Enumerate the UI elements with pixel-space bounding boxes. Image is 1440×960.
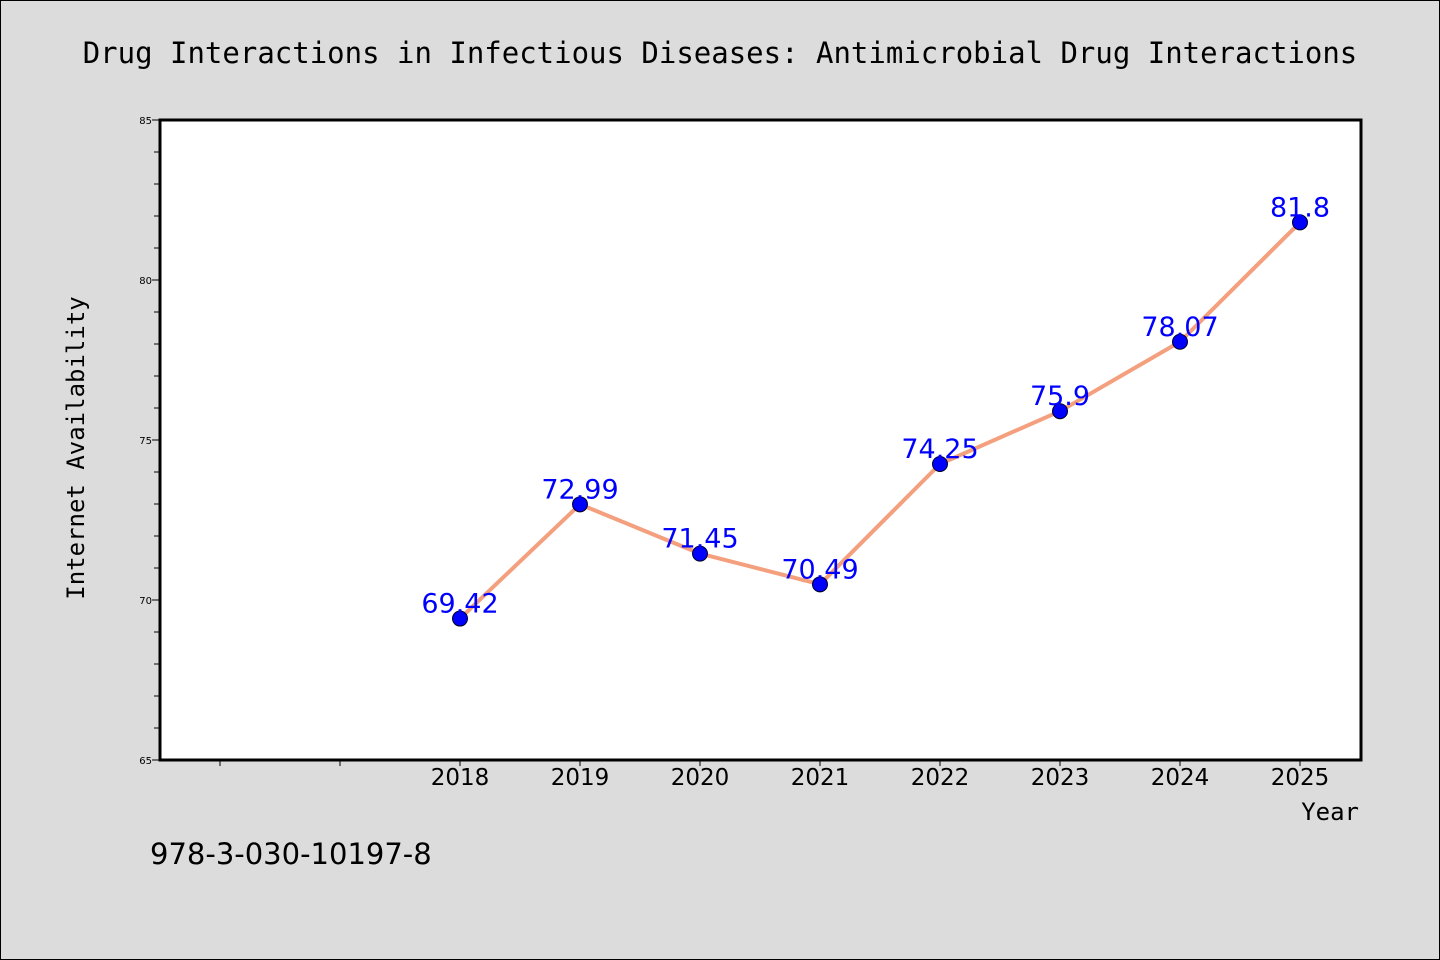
series-line (458, 220, 1302, 621)
data-point (1052, 403, 1068, 420)
x-tick-label: 2023 (1031, 765, 1090, 791)
chart-title: Drug Interactions in Infectious Diseases… (83, 36, 1358, 70)
data-markers (452, 214, 1308, 627)
data-point (812, 576, 828, 593)
data-label: 69.42 (421, 589, 498, 620)
y-tick-label: 85 (139, 116, 152, 127)
x-tick-label: 2025 (1271, 765, 1330, 791)
data-point (692, 545, 708, 562)
data-label: 71.45 (661, 524, 738, 555)
data-label: 74.25 (901, 434, 978, 465)
footer-code: 978-3-030-10197-8 (150, 837, 432, 871)
plot-area (160, 120, 1361, 760)
x-axis-label: Year (1301, 798, 1359, 826)
data-label: 72.99 (541, 474, 618, 505)
data-labels: 69.42 72.99 71.45 70.49 74.25 75.9 78.07 81.8 (421, 192, 1330, 619)
x-tick-label: 2022 (911, 765, 970, 791)
y-tick-label: 80 (139, 276, 152, 287)
data-label: 75.9 (1030, 381, 1090, 412)
data-point (572, 496, 588, 513)
x-tick-label: 2021 (791, 765, 850, 791)
data-point (1172, 333, 1188, 350)
data-label: 81.8 (1270, 192, 1330, 223)
data-point (1292, 214, 1308, 231)
plot-border (158, 118, 1363, 762)
x-tick-label: 2020 (671, 765, 730, 791)
y-axis-label: Internet Availability (62, 296, 90, 599)
y-axis: 65 70 75 80 85 (139, 116, 160, 767)
x-tick-label: 2019 (551, 765, 610, 791)
data-point (932, 456, 948, 472)
y-tick-label: 70 (139, 596, 152, 607)
x-tick-label: 2018 (431, 765, 490, 791)
x-tick-label: 2024 (1151, 765, 1210, 791)
y-tick-label: 65 (139, 756, 152, 767)
data-label: 70.49 (781, 554, 858, 585)
y-tick-label: 75 (139, 436, 152, 447)
data-label: 78.07 (1141, 312, 1218, 343)
x-axis: 2018 2019 2020 2021 2022 2023 2024 2025 (219, 760, 1330, 791)
data-point (452, 610, 468, 627)
